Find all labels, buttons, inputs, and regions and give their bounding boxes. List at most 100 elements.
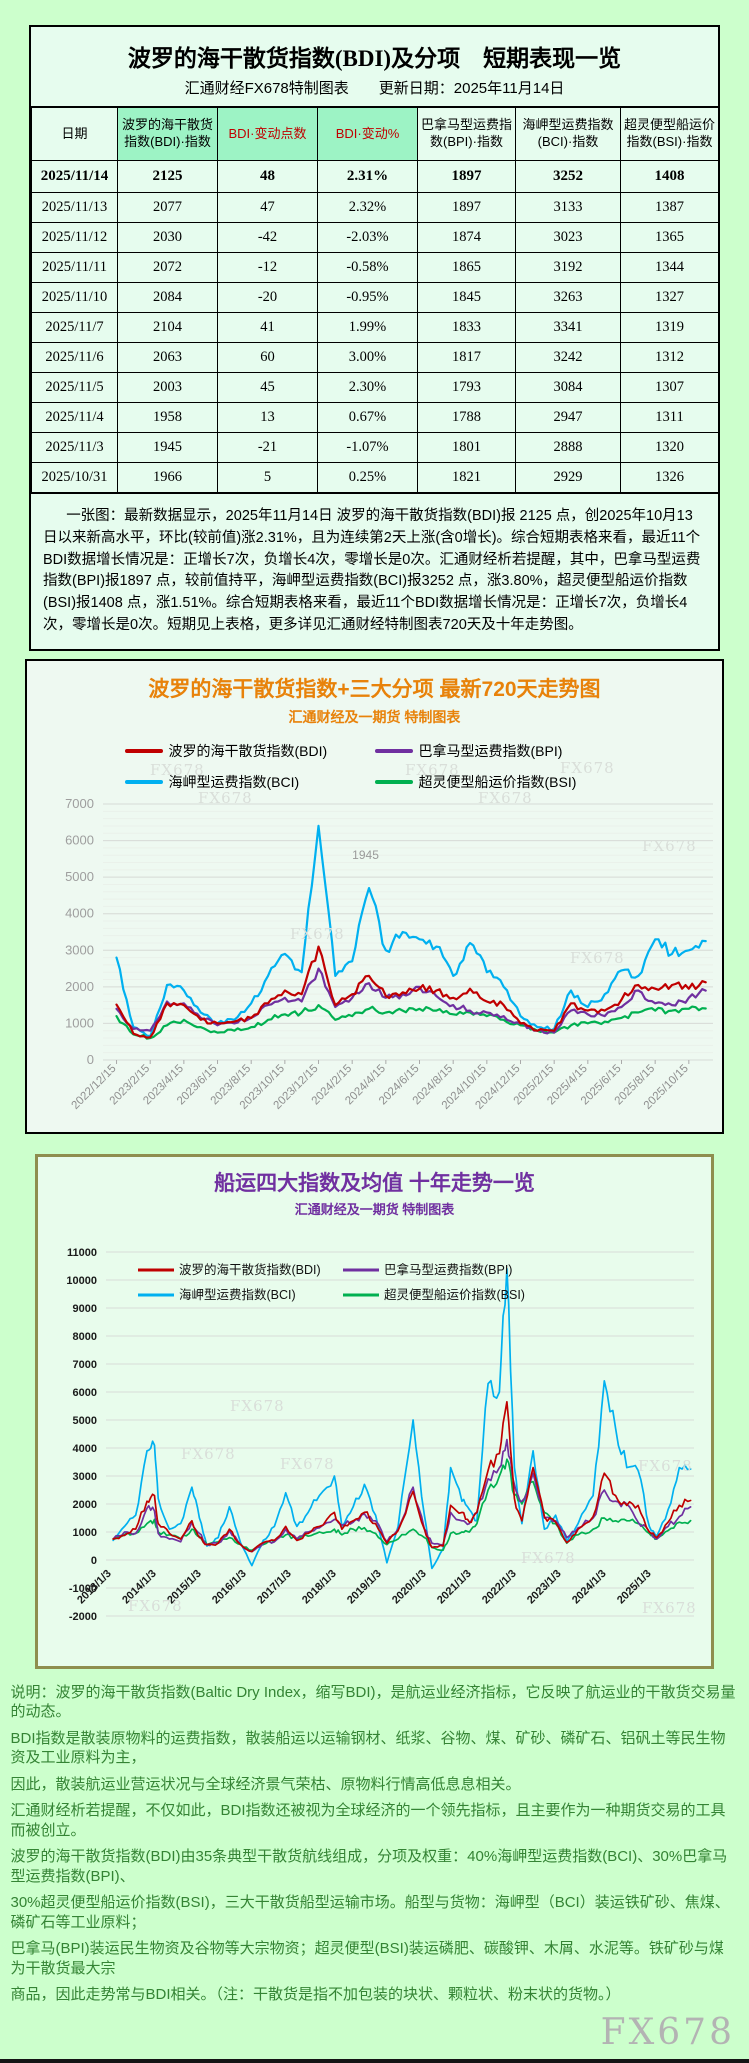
explanation-line: 因此，散装航运业营运状况与全球经济景气荣枯、原物料行情高低息息相关。 (10, 1775, 521, 1793)
table-cell: 3023 (515, 222, 621, 253)
legend-item-bci: 海岬型运费指数(BCI) (124, 772, 375, 792)
table-cell: 1865 (417, 252, 516, 283)
svg-text:4000: 4000 (65, 905, 94, 920)
series-lines (115, 824, 707, 1040)
table-head: 日期 波罗的海干散货指数(BDI)·指数 BDI·变动点数 BDI·变动% 巴拿马型运费… (31, 106, 719, 161)
y-gridlines (103, 803, 713, 1060)
table-cell: 1312 (620, 342, 719, 373)
table-cell: 1945 (117, 432, 218, 463)
table-row: 2025/11/6 2063 60 3.00% 1817 3242 1312 (31, 342, 719, 373)
chart-10year-panel: 船运四大指数及均值 十年走势一览 汇通财经及一期货 特制图表 -2000 -100… (35, 1153, 714, 1669)
y-axis-labels: 0 1000 2000 3000 4000 5000 6000 7000 (65, 796, 94, 1067)
table-row: 2025/11/12 2030 -42 -2.03% 1874 3023 1365 (31, 222, 719, 253)
x-axis-labels: 2013/1/3 2014/1/3 2015/1/3 2016/1/3 2017/1/3… (75, 1567, 654, 1606)
table-row: 2025/11/4 1958 13 0.67% 1788 2947 1311 (31, 402, 719, 433)
svg-text:2022/1/3: 2022/1/3 (480, 1567, 519, 1606)
chart-10year-title: 船运四大指数及均值 十年走势一览 (214, 1171, 535, 1195)
table-cell: 2025/10/31 (31, 462, 118, 494)
svg-text:10000: 10000 (66, 1275, 97, 1287)
data-label-1945: 1945 (352, 847, 379, 861)
legend-line-icon (124, 779, 163, 784)
table-cell: 0.67% (317, 402, 418, 433)
chart-720day: 0 1000 2000 3000 4000 5000 6000 7000 2022/12/152… (65, 796, 713, 1111)
table-cell: 1821 (417, 462, 516, 494)
svg-text:4000: 4000 (73, 1443, 97, 1455)
explanation: 说明：波罗的海干散货指数(Baltic Dry Index，缩写BDI)，是航运… (11, 1683, 739, 2005)
table-cell: 2063 (117, 342, 218, 373)
table-cell: -1.07% (317, 432, 418, 463)
table-updated: 更新日期：2025年11月14日 (378, 80, 565, 97)
table-row: 2025/11/14 2125 48 2.31% 1897 3252 1408 (31, 160, 719, 193)
svg-text:2015/1/3: 2015/1/3 (165, 1567, 204, 1606)
table-cell: 1966 (117, 462, 218, 494)
table-cell: 1845 (417, 282, 516, 313)
short-term-table: 日期 波罗的海干散货指数(BDI)·指数 BDI·变动点数 BDI·变动% 巴拿马型运费… (31, 106, 719, 494)
table-body: 2025/11/14 2125 48 2.31% 1897 3252 1408 2025/11… (31, 160, 719, 494)
table-cell: 3192 (515, 252, 621, 283)
table-cell: 5 (217, 462, 318, 494)
table-cell: 2025/11/3 (31, 432, 118, 463)
table-cell: 2025/11/4 (31, 402, 118, 433)
svg-text:2022/12/15: 2022/12/15 (69, 1062, 118, 1111)
table-cell: 1327 (620, 282, 719, 313)
table-cell: -20 (217, 282, 318, 313)
svg-text:2016/1/3: 2016/1/3 (210, 1567, 249, 1606)
table-cell: 1365 (620, 222, 719, 253)
svg-text:6000: 6000 (73, 1387, 97, 1399)
legend-720: 波罗的海干散货指数(BDI) 巴拿马型运费指数(BPI) 海岬型运费指数(BCI) 超… (27, 741, 722, 792)
explanation-line: BDI指数是散装原物料的运费指数，散装船运以运输钢材、纸浆、谷物、煤、矿砂、磷矿… (10, 1729, 726, 1767)
table-row: 2025/11/11 2072 -12 -0.58% 1865 3192 1344 (31, 252, 719, 283)
svg-text:-1000: -1000 (69, 1583, 97, 1595)
series-bdi (112, 1400, 692, 1552)
table-cell: 48 (217, 160, 318, 193)
table-cell: 3341 (515, 312, 621, 343)
table-cell: 1307 (620, 372, 719, 403)
table-cell: 2025/11/13 (31, 192, 118, 223)
table-row: 2025/11/10 2084 -20 -0.95% 1845 3263 1327 (31, 282, 719, 313)
table-cell: -42 (217, 222, 318, 253)
svg-text:2018/1/3: 2018/1/3 (300, 1567, 339, 1606)
fx678-logo: FX678 (600, 2011, 735, 2053)
table-cell: 0.25% (317, 462, 418, 494)
table-cell: 2072 (117, 252, 218, 283)
y-minor-gridlines (103, 803, 713, 1060)
table-cell: 2.32% (317, 192, 418, 223)
explanation-line: 波罗的海干散货指数(BDI)由35条典型干散货航线组成，分项及权重：40%海岬型… (10, 1848, 728, 1885)
table-cell: 2077 (117, 192, 218, 223)
table-cell: 1387 (620, 192, 719, 223)
table-cell: 1897 (417, 192, 516, 223)
table-cell: 1788 (417, 402, 516, 433)
table-cell: 2125 (117, 160, 218, 193)
legend-label: 波罗的海干散货指数(BDI) (168, 742, 328, 759)
svg-text:2019/1/3: 2019/1/3 (345, 1567, 384, 1606)
legend-label: 巴拿马型运费指数(BPI) (418, 742, 563, 759)
svg-text:3000: 3000 (73, 1471, 97, 1483)
table-cell: 1958 (117, 402, 218, 433)
svg-text:11000: 11000 (67, 1247, 97, 1259)
table-cell: 2929 (515, 462, 621, 494)
chart-10year-subtitle: 汇通财经及一期货 特制图表 (294, 1201, 455, 1217)
table-note: 一张图：最新数据显示，2025年11月14日 波罗的海干散货指数(BDI)报 2… (43, 508, 701, 633)
table-cell: 1311 (620, 402, 719, 433)
legend-item-bsi: 超灵便型船运价指数(BSI) (374, 772, 625, 792)
table-cell: 1344 (620, 252, 719, 283)
table-row: 2025/11/5 2003 45 2.30% 1793 3084 1307 (31, 372, 719, 403)
table-cell: 2888 (515, 432, 621, 463)
table-title: 波罗的海干散货指数(BDI)及分项 短期表现一览 (127, 46, 622, 71)
table-cell: 2025/11/7 (31, 312, 118, 343)
table-cell: 2025/11/12 (31, 222, 118, 253)
table-cell: 1.99% (317, 312, 418, 343)
table-cell: 2.30% (317, 372, 418, 403)
explanation-line: 说明：波罗的海干散货指数(Baltic Dry Index，缩写BDI)，是航运… (10, 1683, 736, 1721)
column-header: 海岬型运费指数(BCI)·指数 (515, 106, 621, 161)
table-cell: 1897 (417, 160, 516, 193)
table-cell: 45 (217, 372, 318, 403)
column-header: BDI·变动% (317, 106, 418, 161)
table-cell: 1320 (620, 432, 719, 463)
table-cell: -21 (217, 432, 318, 463)
table-cell: 60 (217, 342, 318, 373)
svg-text:2024/1/3: 2024/1/3 (570, 1567, 609, 1606)
svg-text:2021/1/3: 2021/1/3 (435, 1567, 474, 1606)
chart-10year: -2000 -1000 0 1000 2000 3000 4000 5000 6000 7000 8… (66, 1247, 694, 1623)
